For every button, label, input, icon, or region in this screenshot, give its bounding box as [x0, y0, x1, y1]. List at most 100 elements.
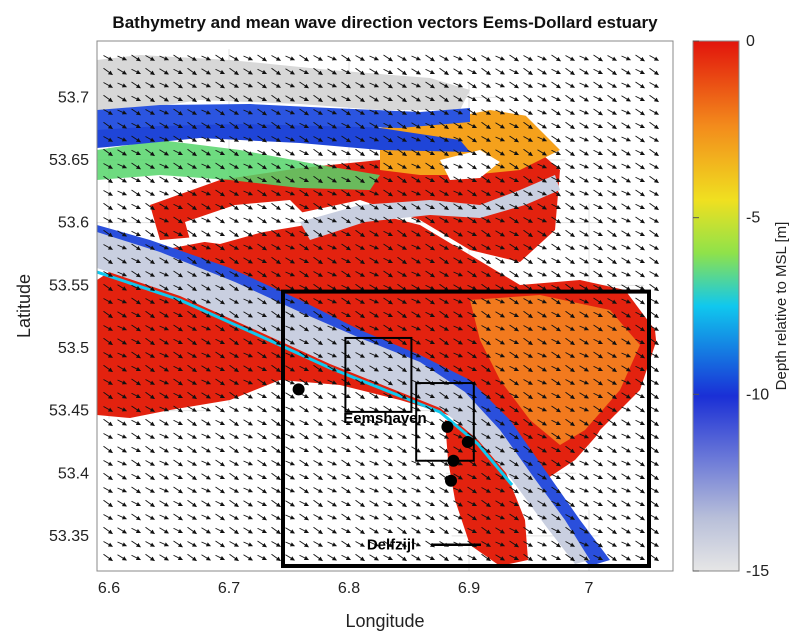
wave-vector — [565, 217, 575, 223]
wave-vector — [117, 244, 127, 250]
wave-vector — [229, 202, 239, 211]
wave-vector — [229, 217, 239, 223]
wave-vector — [103, 310, 113, 319]
wave-vector — [495, 68, 505, 75]
wave-vector — [537, 203, 547, 210]
wave-vector — [579, 257, 589, 264]
wave-vector — [159, 230, 169, 237]
wave-vector — [467, 176, 477, 183]
wave-vector — [131, 95, 141, 102]
wave-vector — [649, 94, 659, 103]
wave-vector — [509, 297, 519, 305]
wave-vector — [271, 148, 281, 157]
wave-vector — [411, 68, 421, 75]
wave-vector — [411, 298, 421, 304]
wave-vector — [593, 216, 603, 224]
wave-vector — [649, 136, 659, 142]
wave-vector — [551, 270, 561, 278]
wave-vector — [131, 284, 141, 291]
wave-vector — [425, 162, 435, 170]
wave-vector — [201, 55, 211, 61]
wave-vector — [145, 55, 155, 61]
wave-vector — [565, 325, 575, 331]
wave-vector — [621, 271, 631, 277]
wave-vector — [537, 95, 547, 102]
wave-vector — [299, 297, 309, 305]
wave-vector — [313, 148, 323, 157]
wave-vector — [341, 108, 351, 116]
wave-vector — [187, 82, 197, 88]
wave-vector — [117, 338, 127, 345]
wave-vector — [257, 243, 267, 251]
wave-vector — [523, 256, 533, 265]
wave-vector — [453, 122, 463, 129]
wave-vector — [327, 82, 337, 88]
wave-vector — [453, 176, 463, 183]
wave-vector — [103, 271, 113, 277]
wave-vector — [229, 229, 239, 238]
wave-vector — [565, 175, 575, 184]
wave-vector — [579, 163, 589, 169]
wave-vector — [215, 297, 225, 305]
wave-vector — [159, 244, 169, 250]
wave-vector — [299, 203, 309, 210]
wave-vector — [551, 297, 561, 305]
wave-vector — [229, 148, 239, 157]
wave-vector — [537, 190, 547, 196]
wave-vector — [537, 230, 547, 237]
wave-vector — [565, 202, 575, 211]
wave-vector — [565, 67, 575, 76]
wave-vector — [635, 257, 645, 264]
wave-vector — [173, 149, 183, 156]
wave-vector — [565, 244, 575, 250]
wave-vector — [327, 68, 337, 75]
wave-vector — [397, 163, 407, 169]
wave-vector — [383, 189, 393, 197]
wave-vector — [369, 217, 379, 223]
wave-vector — [565, 271, 575, 277]
wave-vector — [299, 324, 309, 332]
wave-vector — [621, 136, 631, 142]
wave-vector — [439, 55, 449, 61]
wave-vector — [425, 297, 435, 305]
wave-vector — [425, 149, 435, 156]
wave-vector — [467, 135, 477, 143]
wave-vector — [327, 176, 337, 183]
wave-vector — [523, 229, 533, 238]
wave-vector — [551, 189, 561, 197]
wave-vector — [159, 149, 169, 156]
wave-vector — [103, 109, 113, 115]
wave-vector — [439, 190, 449, 196]
wave-vector — [215, 243, 225, 251]
wave-vector — [411, 176, 421, 183]
wave-vector — [257, 257, 267, 264]
wave-vector — [159, 82, 169, 88]
wave-vector — [425, 270, 435, 278]
wave-vector — [201, 190, 211, 196]
wave-vector — [453, 190, 463, 196]
wave-vector — [509, 311, 519, 318]
wave-vector — [369, 82, 379, 88]
wave-vector — [649, 55, 659, 61]
wave-vector — [453, 217, 463, 223]
wave-vector — [355, 163, 365, 169]
wave-vector — [565, 190, 575, 196]
wave-vector — [243, 176, 253, 183]
wave-vector — [537, 68, 547, 75]
wave-vector — [509, 230, 519, 237]
wave-vector — [537, 311, 547, 318]
wave-vector — [607, 136, 617, 142]
wave-vector — [537, 176, 547, 183]
wave-vector — [159, 95, 169, 102]
wave-vector — [481, 94, 491, 103]
wave-vector — [495, 244, 505, 250]
wave-vector — [579, 176, 589, 183]
wave-vector — [397, 148, 407, 157]
wave-vector — [649, 121, 659, 130]
wave-vector — [201, 257, 211, 264]
wave-vector — [397, 202, 407, 211]
wave-vector — [257, 135, 267, 143]
wave-vector — [425, 324, 435, 332]
wave-vector — [285, 136, 295, 142]
wave-vector — [621, 55, 631, 61]
